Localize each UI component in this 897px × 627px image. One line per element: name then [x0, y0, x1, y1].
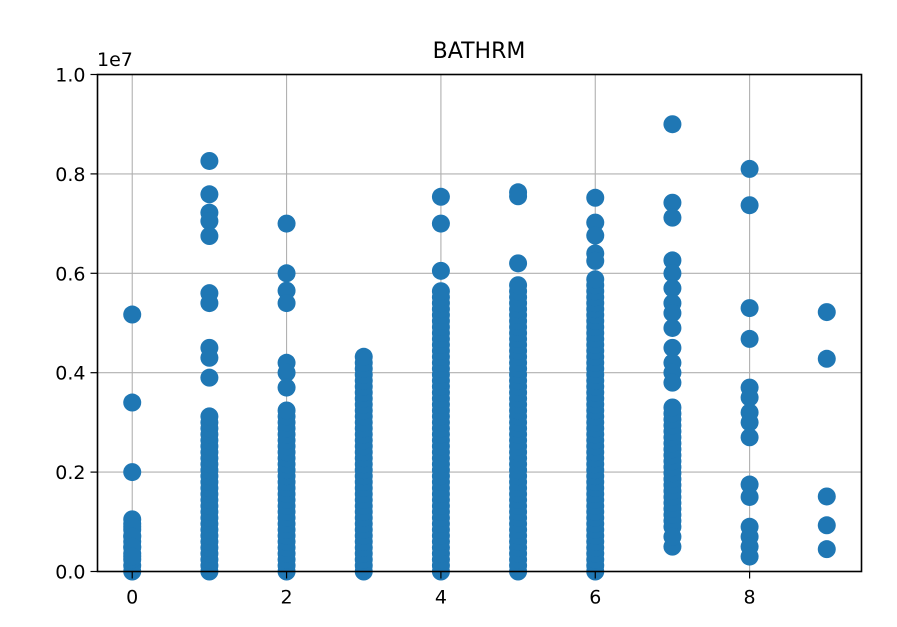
plot-frame	[96, 73, 863, 573]
data-point	[200, 348, 219, 367]
data-point	[663, 398, 682, 417]
data-point	[663, 338, 682, 357]
data-point	[817, 303, 836, 322]
data-point	[663, 279, 682, 298]
data-point	[663, 304, 682, 323]
data-point	[277, 264, 296, 283]
data-point	[123, 393, 142, 412]
data-point	[431, 282, 450, 301]
data-point	[663, 264, 682, 283]
data-point	[663, 318, 682, 337]
data-point	[586, 270, 605, 289]
data-point	[817, 516, 836, 535]
data-point	[740, 547, 759, 566]
data-point	[354, 347, 373, 366]
data-point	[817, 349, 836, 368]
data-point	[123, 463, 142, 482]
data-point	[586, 188, 605, 207]
y-tick-label: 1.0	[55, 65, 85, 87]
data-point	[200, 227, 219, 246]
data-point	[663, 115, 682, 134]
data-point	[509, 187, 528, 206]
data-point	[740, 475, 759, 494]
data-point	[200, 212, 219, 231]
data-point	[663, 251, 682, 270]
data-point	[740, 159, 759, 178]
data-point	[123, 305, 142, 324]
data-point	[200, 407, 219, 426]
data-point	[586, 251, 605, 270]
y-tick-label: 0.0	[55, 562, 85, 584]
chart-title: BATHRM	[433, 39, 526, 64]
data-point	[277, 401, 296, 420]
data-point	[277, 378, 296, 397]
data-point	[740, 388, 759, 407]
data-point	[200, 368, 219, 387]
y-tick-label: 0.4	[55, 363, 85, 385]
data-point	[663, 373, 682, 392]
data-point	[277, 281, 296, 300]
data-point	[200, 294, 219, 313]
data-point	[663, 527, 682, 546]
x-tick-label: 0	[126, 587, 138, 609]
data-point	[663, 193, 682, 212]
y-tick-label: 0.8	[55, 164, 85, 186]
data-point	[586, 226, 605, 245]
x-tick-label: 6	[589, 587, 601, 609]
data-point	[200, 151, 219, 170]
x-tick-label: 8	[744, 587, 756, 609]
data-point	[817, 487, 836, 506]
data-point	[663, 208, 682, 227]
data-point	[740, 299, 759, 318]
y-offset-label: 1e7	[97, 49, 133, 71]
data-point	[509, 276, 528, 295]
data-point	[586, 213, 605, 232]
data-points	[123, 115, 836, 581]
data-point	[740, 329, 759, 348]
data-point	[817, 540, 836, 559]
x-tick-label: 4	[435, 587, 447, 609]
y-tick-label: 0.6	[55, 263, 85, 285]
x-tick-label: 2	[281, 587, 293, 609]
data-point	[277, 363, 296, 382]
y-tick-label: 0.2	[55, 462, 85, 484]
data-point	[431, 261, 450, 280]
data-point	[740, 487, 759, 506]
data-point	[740, 196, 759, 215]
data-point	[509, 254, 528, 273]
data-point	[740, 413, 759, 432]
data-point	[277, 294, 296, 313]
y-axis: 0.0 0.2 0.4 0.6 0.8 1.0	[55, 65, 98, 584]
data-point	[431, 187, 450, 206]
data-point	[740, 428, 759, 447]
x-axis: 0 2 4 6 8	[126, 571, 756, 609]
data-point	[200, 185, 219, 204]
data-point	[123, 547, 142, 566]
data-point	[431, 214, 450, 233]
data-point	[277, 214, 296, 233]
